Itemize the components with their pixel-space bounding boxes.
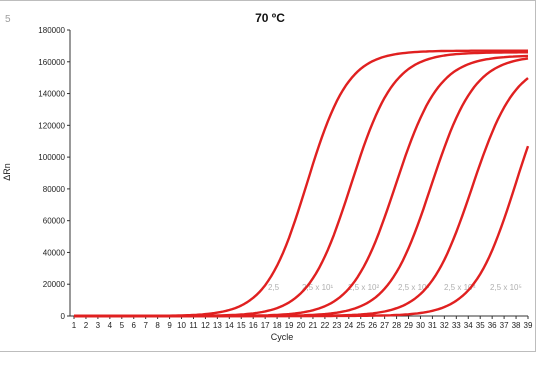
dilution-label: 2,5	[268, 283, 280, 292]
series-line	[74, 77, 529, 318]
y-tick-label: 40000	[43, 248, 66, 257]
dilution-label: 2,5 x 10⁴	[444, 283, 476, 292]
y-tick-label: 60000	[43, 217, 66, 226]
y-tick-label: 120000	[38, 121, 65, 130]
x-tick-label: 13	[213, 321, 222, 330]
x-tick-label: 30	[416, 321, 425, 330]
series-lines	[74, 49, 530, 318]
x-tick-label: 21	[308, 321, 317, 330]
dilution-label: 2,5 x 10¹	[302, 283, 333, 292]
dilution-label: 2,5 x 10³	[398, 283, 429, 292]
x-tick-label: 8	[155, 321, 160, 330]
y-ticks: 0 20000 40000 60000 80000 100000 120000 140000 1…	[38, 26, 70, 321]
x-tick-label: 35	[476, 321, 485, 330]
x-tick-label: 26	[368, 321, 377, 330]
x-tick-label: 36	[488, 321, 497, 330]
x-tick-label: 18	[273, 321, 282, 330]
y-axis-title: ΔRn	[2, 163, 12, 181]
y-tick-label: 20000	[43, 280, 66, 289]
x-tick-label: 33	[452, 321, 461, 330]
x-tick-label: 9	[167, 321, 172, 330]
x-tick-label: 28	[392, 321, 401, 330]
chart-title: 70 ºC	[255, 11, 285, 25]
x-tick-label: 39	[524, 321, 533, 330]
series-line	[74, 57, 529, 318]
y-tick-label: 100000	[38, 153, 65, 162]
x-tick-label: 38	[512, 321, 521, 330]
x-tick-label: 24	[344, 321, 353, 330]
x-tick-label: 7	[143, 321, 148, 330]
x-tick-label: 6	[132, 321, 137, 330]
x-tick-label: 37	[500, 321, 509, 330]
x-tick-label: 2	[84, 321, 89, 330]
x-tick-label: 1	[72, 321, 77, 330]
x-tick-label: 20	[297, 321, 306, 330]
x-tick-label: 22	[320, 321, 329, 330]
x-tick-label: 5	[120, 321, 125, 330]
series-line	[74, 51, 528, 318]
x-tick-label: 27	[380, 321, 389, 330]
x-tick-label: 25	[356, 321, 365, 330]
x-tick-label: 31	[428, 321, 437, 330]
x-tick-label: 4	[108, 321, 113, 330]
x-tick-label: 19	[285, 321, 294, 330]
y-tick-label: 160000	[38, 58, 65, 67]
y-tick-label: 80000	[43, 185, 66, 194]
x-tick-label: 11	[189, 321, 198, 330]
y-tick-label: 140000	[38, 90, 65, 99]
corner-label: 5	[5, 14, 11, 25]
y-tick-label: 180000	[38, 26, 65, 35]
x-tick-label: 32	[440, 321, 449, 330]
x-tick-label: 3	[96, 321, 101, 330]
dilution-labels: 2,5 2,5 x 10¹ 2,5 x 10² 2,5 x 10³ 2,5 x 10⁴ 2…	[268, 283, 522, 292]
dilution-label: 2,5 x 10⁵	[490, 283, 522, 292]
series-line	[74, 54, 529, 318]
axes	[69, 30, 528, 317]
x-tick-label: 34	[464, 321, 473, 330]
x-tick-label: 17	[261, 321, 270, 330]
y-tick-label: 0	[61, 312, 66, 321]
x-tick-label: 29	[404, 321, 413, 330]
x-tick-label: 15	[237, 321, 246, 330]
x-tick-label: 16	[249, 321, 258, 330]
x-axis-title: Cycle	[271, 332, 294, 342]
x-tick-label: 12	[201, 321, 210, 330]
dilution-label: 2,5 x 10²	[348, 283, 379, 292]
x-tick-label: 23	[332, 321, 341, 330]
x-ticks: 1 2 3 4 5 6 7 8 9 10 11 12 13 14 15 16 17 18 19 20 21 22 23 24 2…	[72, 316, 533, 330]
series-line	[74, 145, 530, 318]
chart-frame	[0, 0, 536, 352]
series-line	[74, 49, 528, 318]
x-tick-label: 14	[225, 321, 234, 330]
x-tick-label: 10	[177, 321, 186, 330]
